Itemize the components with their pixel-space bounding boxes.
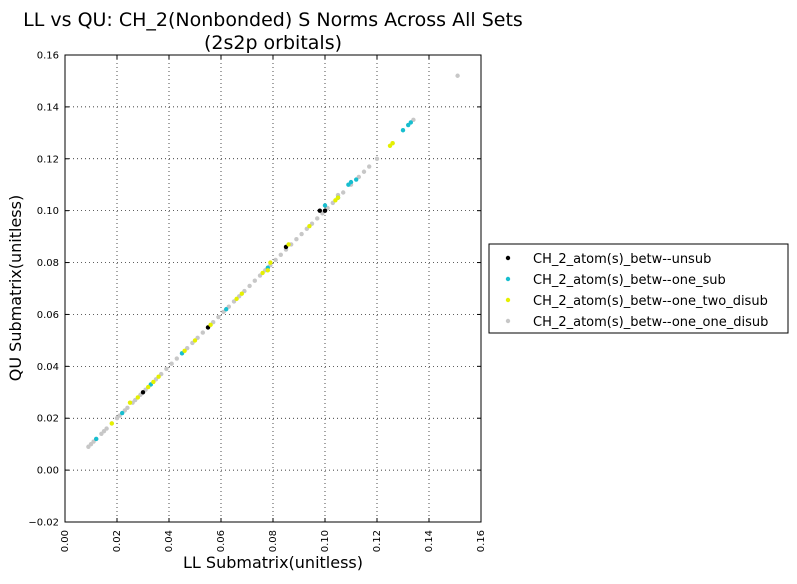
x-tick-label: 0.04 (164, 530, 175, 552)
legend-marker (505, 255, 511, 261)
x-tick-label: 0.14 (424, 530, 435, 552)
data-point (265, 268, 270, 273)
data-point (260, 270, 265, 276)
data-point (239, 291, 244, 296)
data-point (322, 208, 328, 213)
data-point (146, 384, 151, 390)
chart-subtitle: (2s2p orbitals) (204, 32, 342, 54)
legend: CH_2_atom(s)_betw--unsub CH_2_atom(s)_bet… (488, 243, 789, 334)
data-point (135, 395, 140, 400)
data-point (341, 190, 346, 195)
data-point (125, 405, 130, 411)
x-tick-label: 0.16 (476, 530, 487, 552)
data-point (192, 338, 198, 343)
data-point (120, 410, 125, 416)
data-point (374, 156, 380, 161)
data-point (216, 314, 221, 320)
grid-layer (65, 55, 481, 522)
data-point (400, 128, 406, 133)
data-point (151, 379, 156, 385)
data-point (315, 216, 320, 221)
chart-title: LL vs QU: CH_2(Nonbonded) S Norms Across… (23, 9, 523, 31)
legend-marker (505, 318, 511, 324)
y-tick-label: 0.00 (37, 466, 59, 477)
data-point (156, 374, 161, 379)
x-tick-label: 0.02 (112, 530, 123, 552)
data-point (252, 278, 257, 283)
data-point (348, 179, 354, 185)
data-point (247, 283, 252, 289)
data-point (164, 366, 169, 372)
data-point (200, 330, 205, 335)
data-point (367, 164, 372, 169)
x-tick-label: 0.12 (372, 530, 383, 552)
y-tick-label: 0.06 (37, 310, 59, 321)
data-point (109, 421, 115, 426)
data-point (390, 141, 395, 146)
y-tick-label: 0.14 (37, 102, 59, 113)
x-axis-label: LL Submatrix(unitless) (183, 553, 363, 572)
data-point (182, 348, 187, 353)
y-tick-label: 0.08 (37, 258, 59, 269)
data-point (317, 208, 322, 213)
data-point (286, 242, 291, 247)
legend-marker (505, 276, 511, 282)
y-axis-label: QU Submatrix(unitless) (6, 195, 25, 381)
data-point (278, 252, 283, 257)
data-point (294, 237, 299, 242)
y-tick-label: 0.04 (37, 362, 59, 373)
x-tick-label: 0.10 (320, 530, 331, 552)
data-point (208, 322, 213, 328)
data-point (94, 436, 99, 442)
data-point (104, 426, 109, 431)
y-tick-label: 0.10 (37, 206, 59, 217)
data-point (224, 307, 229, 312)
legend-label: CH_2_atom(s)_betw--one_two_disub (533, 294, 768, 309)
x-tick-label: 0.08 (268, 530, 279, 552)
data-point (268, 260, 273, 265)
data-point (322, 203, 328, 208)
points-layer (86, 73, 460, 449)
y-tick-label: 0.16 (37, 51, 59, 62)
legend-label: CH_2_atom(s)_betw--unsub (533, 252, 711, 267)
data-point (455, 73, 460, 78)
legend-box (488, 243, 789, 334)
data-point (299, 231, 304, 237)
y-tick-label: −0.02 (28, 518, 59, 529)
legend-marker (505, 297, 511, 303)
data-point (174, 356, 179, 361)
data-point (361, 169, 367, 174)
data-point (307, 224, 312, 229)
data-point (140, 390, 146, 395)
data-point (234, 296, 239, 302)
y-tick-label: 0.02 (37, 414, 59, 425)
legend-label: CH_2_atom(s)_betw--one_sub (533, 273, 726, 288)
data-point (127, 400, 133, 405)
x-tick-label: 0.00 (60, 530, 71, 552)
data-point (335, 195, 341, 200)
data-point (169, 361, 174, 366)
ticks-layer: 0.00 0.02 0.04 0.06 0.08 0.10 0.12 0.14 0.16 −0.0… (28, 51, 487, 553)
data-point (273, 257, 278, 263)
x-tick-label: 0.06 (216, 530, 227, 552)
data-point (354, 177, 359, 182)
y-tick-label: 0.12 (37, 154, 59, 165)
legend-label: CH_2_atom(s)_betw--one_one_disub (533, 315, 768, 330)
data-point (408, 120, 413, 125)
